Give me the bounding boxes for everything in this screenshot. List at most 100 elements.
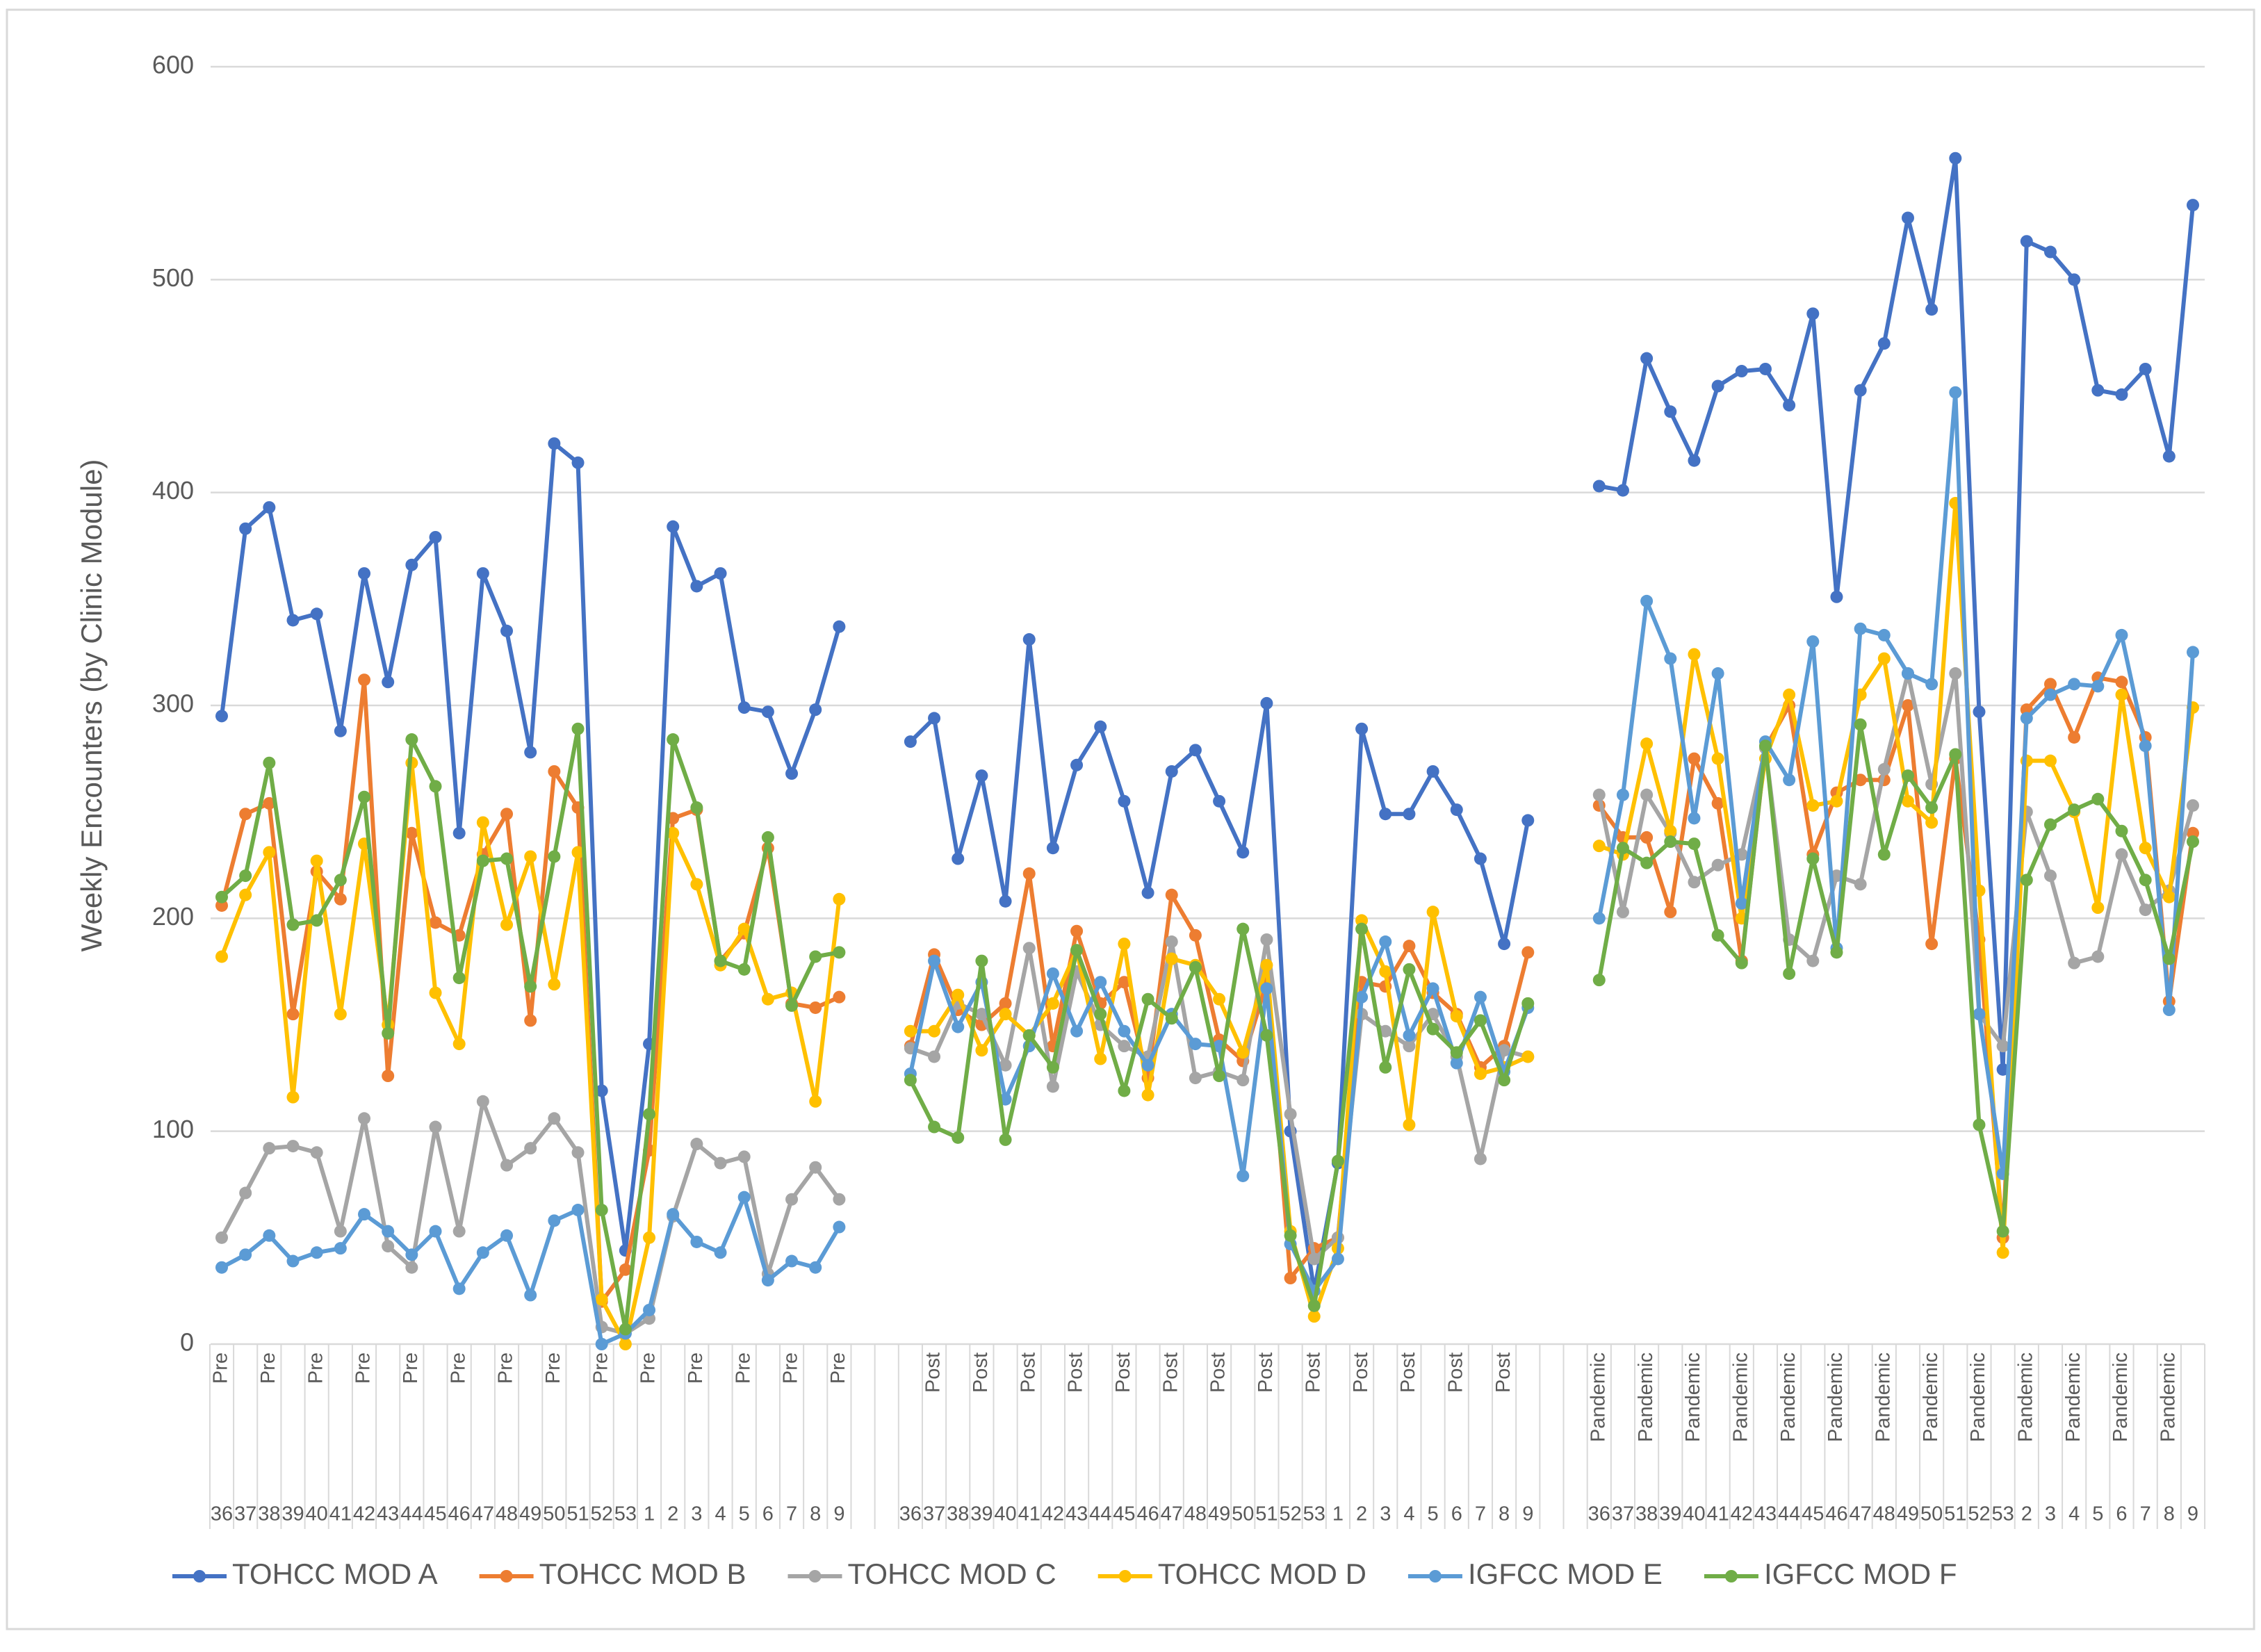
- data-point: [1426, 764, 1439, 778]
- data-point: [643, 1231, 656, 1244]
- data-point: [215, 890, 228, 903]
- data-point: [1046, 842, 1059, 855]
- data-point: [1213, 794, 1226, 808]
- data-point: [595, 1338, 608, 1350]
- data-point: [690, 878, 703, 891]
- data-point: [1094, 1052, 1107, 1065]
- data-point: [1664, 824, 1677, 837]
- data-point: [476, 854, 489, 867]
- data-point: [1711, 667, 1724, 680]
- series: [215, 152, 2199, 1298]
- data-point: [405, 1261, 418, 1274]
- data-point: [1213, 1070, 1226, 1083]
- data-point: [452, 972, 466, 985]
- period-label: Post: [1017, 1352, 1039, 1393]
- data-point: [334, 1225, 347, 1238]
- x-tick-label: 44: [1089, 1503, 1111, 1526]
- data-point: [476, 1095, 489, 1108]
- data-point: [904, 735, 917, 749]
- x-tick-label: 36: [1588, 1503, 1610, 1526]
- data-point: [500, 1159, 514, 1172]
- period-label: Pre: [352, 1352, 375, 1384]
- data-point: [286, 1008, 300, 1021]
- data-point: [1165, 764, 1178, 778]
- data-point: [1284, 1272, 1297, 1285]
- data-point: [1925, 801, 1938, 815]
- x-tick-label: 49: [519, 1503, 541, 1526]
- data-point: [1141, 1058, 1154, 1072]
- data-point: [524, 980, 537, 993]
- data-point: [595, 1204, 608, 1217]
- legend-item: IGFCC MOD E: [1407, 1557, 1663, 1590]
- x-tick-label: 43: [377, 1503, 399, 1526]
- data-point: [1118, 1024, 1131, 1038]
- data-point: [2068, 803, 2081, 817]
- data-point: [1830, 794, 1843, 808]
- x-tick-label: 40: [994, 1503, 1016, 1526]
- period-label: Post: [922, 1352, 945, 1393]
- data-point: [714, 954, 727, 967]
- data-point: [476, 816, 489, 829]
- data-point: [429, 986, 442, 999]
- data-point: [1640, 831, 1654, 844]
- data-point: [1688, 752, 1701, 765]
- data-point: [524, 850, 537, 863]
- data-point: [1118, 976, 1131, 989]
- period-label: Pre: [400, 1352, 422, 1384]
- period-label: Pre: [257, 1352, 279, 1384]
- data-point: [1735, 365, 1748, 378]
- data-point: [975, 769, 988, 783]
- data-point: [215, 710, 228, 723]
- x-tick-label: 4: [715, 1503, 726, 1526]
- data-point: [1877, 628, 1891, 641]
- data-point: [1141, 886, 1154, 899]
- data-point: [1854, 718, 1867, 731]
- data-point: [548, 978, 561, 991]
- data-point: [1592, 974, 1606, 987]
- data-point: [690, 580, 703, 593]
- x-tick-label: 6: [1451, 1503, 1462, 1526]
- data-point: [1973, 1118, 1986, 1131]
- period-label: Pandemic: [2157, 1352, 2179, 1442]
- x-tick-label: 50: [543, 1503, 565, 1526]
- data-point: [334, 1008, 347, 1021]
- data-point: [1498, 938, 1511, 951]
- data-point: [1403, 1040, 1416, 1053]
- data-point: [382, 1225, 395, 1238]
- data-point: [1901, 769, 1914, 783]
- x-tick-label: 48: [1873, 1503, 1895, 1526]
- data-point: [737, 701, 751, 714]
- period-label: Pandemic: [1635, 1352, 1657, 1442]
- x-tick-label: 9: [1522, 1503, 1533, 1526]
- period-label: Pandemic: [1872, 1352, 1894, 1442]
- x-tick-label: 4: [2068, 1503, 2080, 1526]
- data-point: [1450, 1010, 1463, 1023]
- data-point: [358, 567, 371, 580]
- data-point: [1307, 1310, 1321, 1323]
- y-tick-label: 100: [152, 1115, 194, 1143]
- legend-item: TOHCC MOD D: [1097, 1557, 1366, 1590]
- data-point: [452, 1282, 466, 1295]
- data-point: [2162, 450, 2176, 463]
- data-point: [1758, 739, 1772, 753]
- data-point: [1284, 1108, 1297, 1121]
- x-tick-label: 42: [353, 1503, 375, 1526]
- data-point: [1141, 992, 1154, 1006]
- data-point: [2162, 1004, 2176, 1017]
- data-point: [1331, 1252, 1344, 1266]
- data-point: [1118, 938, 1131, 951]
- data-point: [1260, 933, 1273, 946]
- x-tick-label: 37: [1612, 1503, 1634, 1526]
- data-point: [310, 854, 323, 867]
- x-tick-label: 3: [2045, 1503, 2056, 1526]
- data-point: [785, 1193, 799, 1206]
- period-label: Pre: [780, 1352, 802, 1384]
- data-point: [263, 501, 276, 514]
- data-point: [1758, 362, 1772, 375]
- data-point: [1022, 1029, 1036, 1042]
- y-tick-label: 600: [152, 51, 194, 79]
- legend-label: TOHCC MOD C: [848, 1557, 1056, 1590]
- data-point: [667, 826, 680, 840]
- data-point: [1592, 788, 1606, 801]
